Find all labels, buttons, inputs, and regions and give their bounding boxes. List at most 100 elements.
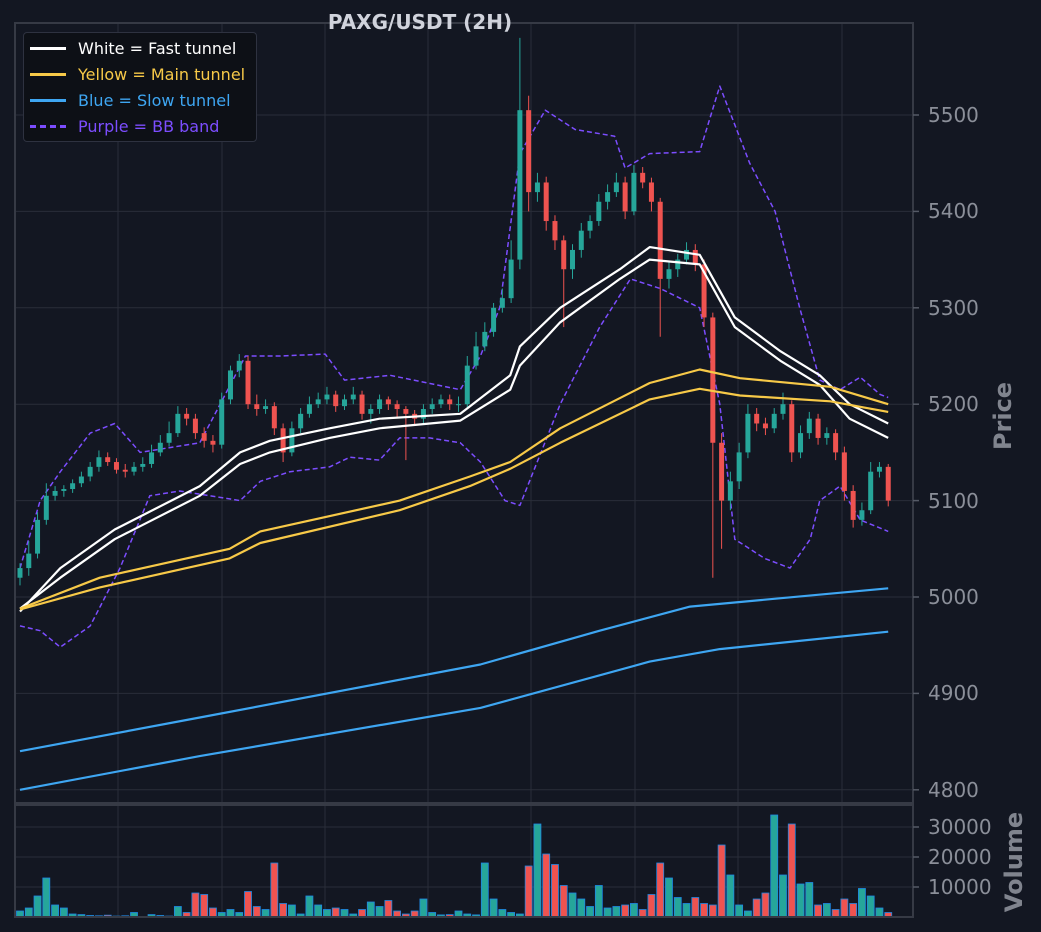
volume-bar xyxy=(603,907,612,918)
axis-ticks xyxy=(913,114,919,888)
candle-body xyxy=(447,399,453,405)
volume-bar xyxy=(568,892,577,918)
candle-body xyxy=(157,442,163,453)
candle-body xyxy=(271,406,277,429)
candle-body xyxy=(543,182,549,222)
volume-bar xyxy=(612,906,621,918)
candle-body xyxy=(719,442,725,501)
legend-label: Blue = Slow tunnel xyxy=(78,90,231,110)
y-tick-label: 5500 xyxy=(928,103,979,127)
candle-body xyxy=(315,399,321,405)
volume-bar xyxy=(33,895,42,918)
volume-bar xyxy=(314,904,323,918)
candle-body xyxy=(815,418,821,438)
candle-body xyxy=(438,399,444,405)
candle-body xyxy=(359,394,365,414)
candle-body xyxy=(289,428,295,453)
legend-item-fast: White = Fast tunnel xyxy=(30,35,236,61)
legend-swatch xyxy=(30,46,66,50)
candle-body xyxy=(789,404,795,453)
volume-bar xyxy=(24,907,33,918)
candle-body xyxy=(868,471,874,511)
candle-body xyxy=(113,462,119,470)
volume-bar xyxy=(708,904,717,918)
volume-bar xyxy=(42,877,51,918)
volume-bar xyxy=(647,894,656,918)
candle-body xyxy=(210,440,216,445)
candle-body xyxy=(648,182,654,202)
volume-bar xyxy=(796,883,805,918)
volume-bar xyxy=(700,903,708,918)
candle-body xyxy=(570,249,576,270)
volume-bar xyxy=(244,891,252,918)
slow-upper-line xyxy=(19,587,889,753)
candle-body xyxy=(17,568,23,578)
main-upper-line xyxy=(19,368,889,610)
volume-bar xyxy=(489,898,498,918)
candle-body xyxy=(149,452,155,464)
candle-body xyxy=(403,409,409,414)
candle-body xyxy=(596,201,602,222)
volume-bar xyxy=(480,862,489,918)
candle-body xyxy=(561,240,567,270)
volume-tick-label: 30000 xyxy=(928,815,992,839)
legend-label: Yellow = Main tunnel xyxy=(78,64,246,84)
y-tick-label: 5300 xyxy=(928,295,979,320)
volume-bar xyxy=(656,862,665,918)
candle-body xyxy=(613,182,619,193)
candle-body xyxy=(175,413,181,434)
legend-item-bb: Purple = BB band xyxy=(30,113,219,139)
plot-frames xyxy=(14,22,914,918)
legend-item-main: Yellow = Main tunnel xyxy=(30,61,245,87)
volume-bar xyxy=(638,909,647,918)
legend-item-slow: Blue = Slow tunnel xyxy=(30,87,231,113)
volume-bar xyxy=(59,907,68,918)
candle-body xyxy=(78,476,84,484)
volume-bar xyxy=(419,898,428,918)
volume-bar xyxy=(551,864,559,918)
candle-body xyxy=(736,452,742,482)
volume-bar xyxy=(270,862,279,918)
candlesticks xyxy=(17,37,891,586)
candle-body xyxy=(298,413,304,429)
candle-body xyxy=(745,413,751,453)
legend-swatch xyxy=(30,98,66,102)
candle-body xyxy=(780,404,786,414)
candle-body xyxy=(236,360,242,371)
volume-bar xyxy=(630,903,638,918)
volume-bar xyxy=(831,909,840,918)
volume-bars xyxy=(16,814,893,918)
candle-body xyxy=(43,495,49,520)
candle-body xyxy=(52,490,58,496)
candle-body xyxy=(578,230,584,250)
volume-tick-label: 20000 xyxy=(928,845,992,869)
volume-bar xyxy=(384,900,393,918)
candle-body xyxy=(26,553,32,569)
bb-lower-line xyxy=(19,278,889,648)
volume-bar xyxy=(822,903,831,918)
candle-body xyxy=(385,399,391,405)
volume-bar xyxy=(200,894,209,918)
candle-body xyxy=(429,404,435,410)
volume-bar xyxy=(261,909,270,918)
candle-body xyxy=(701,264,707,318)
candle-body xyxy=(35,519,41,554)
volume-bar xyxy=(191,892,200,918)
candle-body xyxy=(473,346,479,366)
slow-lower-line xyxy=(19,630,889,791)
candle-body xyxy=(324,394,330,400)
volume-bar xyxy=(752,898,761,918)
candle-body xyxy=(552,221,558,241)
candle-body xyxy=(692,249,698,265)
volume-bar xyxy=(287,904,296,918)
price-pane-frame xyxy=(14,22,914,804)
candle-body xyxy=(666,269,672,279)
candle-body xyxy=(377,399,383,410)
candle-body xyxy=(87,466,93,477)
volume-bar xyxy=(533,823,542,918)
volume-bar xyxy=(875,907,884,918)
candle-body xyxy=(105,457,111,463)
candle-body xyxy=(885,466,891,501)
volume-bar xyxy=(252,906,261,918)
volume-bar xyxy=(577,898,586,918)
